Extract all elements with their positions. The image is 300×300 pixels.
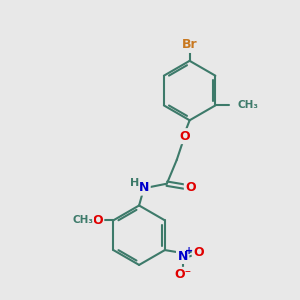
Text: O⁻: O⁻ (174, 268, 191, 281)
Text: CH₃: CH₃ (237, 100, 258, 110)
Text: O: O (185, 181, 196, 194)
Text: +: + (184, 246, 193, 256)
Text: N: N (139, 181, 149, 194)
Text: CH₃: CH₃ (72, 215, 93, 225)
Text: O: O (179, 130, 190, 142)
Text: O: O (193, 245, 204, 259)
Text: H: H (130, 178, 139, 188)
Text: N: N (178, 250, 188, 262)
Text: O: O (92, 214, 103, 227)
Text: Br: Br (182, 38, 197, 52)
